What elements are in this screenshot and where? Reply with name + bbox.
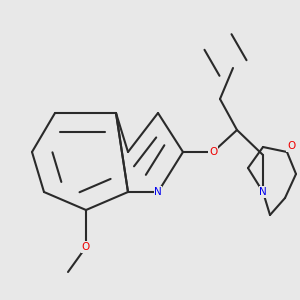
Text: O: O	[287, 141, 295, 151]
Text: N: N	[259, 187, 267, 197]
Text: N: N	[154, 187, 162, 197]
Text: O: O	[82, 242, 90, 252]
Text: O: O	[209, 147, 217, 157]
